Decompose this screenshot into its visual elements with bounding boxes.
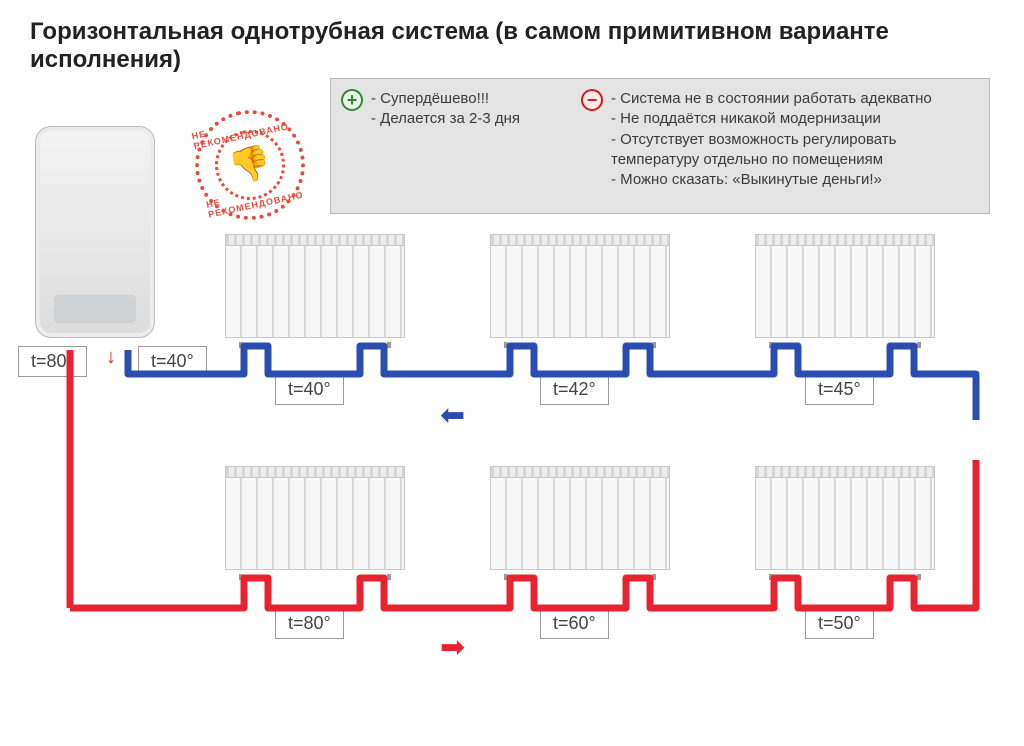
- minus-icon: −: [581, 89, 603, 111]
- radiator-top-2: [490, 234, 670, 342]
- pros-text: - Супердёшево!!! - Делается за 2-3 дня: [371, 89, 520, 203]
- page-title: Горизонтальная однотрубная система (в са…: [30, 18, 1024, 74]
- temp-top-2: t=42°: [540, 374, 609, 405]
- temp-boiler-out: t=80°: [18, 346, 87, 377]
- radiator-bot-3: [755, 466, 935, 574]
- radiator-bot-2: [490, 466, 670, 574]
- pros-column: + - Супердёшево!!! - Делается за 2-3 дня: [341, 89, 581, 203]
- temp-top-1: t=40°: [275, 374, 344, 405]
- flow-out-arrow-icon: ↓: [106, 346, 116, 369]
- cons-column: − - Система не в состоянии работать адек…: [581, 89, 975, 203]
- return-flow-arrow-icon: ⬅: [440, 398, 465, 433]
- supply-flow-arrow-icon: ➡: [440, 630, 465, 665]
- radiator-top-3: [755, 234, 935, 342]
- temp-top-3: t=45°: [805, 374, 874, 405]
- boiler-unit: [35, 126, 155, 338]
- cons-text: - Система не в состоянии работать адеква…: [611, 89, 932, 203]
- radiator-top-1: [225, 234, 405, 342]
- radiator-bot-1: [225, 466, 405, 574]
- temp-bot-1: t=80°: [275, 608, 344, 639]
- temp-boiler-in: t=40°: [138, 346, 207, 377]
- temp-bot-3: t=50°: [805, 608, 874, 639]
- flow-in-arrow-icon: ↑: [122, 346, 132, 369]
- pros-cons-box: + - Супердёшево!!! - Делается за 2-3 дня…: [330, 78, 990, 214]
- plus-icon: +: [341, 89, 363, 111]
- not-recommended-stamp: НЕ РЕКОМЕНДОВАНО 👎 НЕ РЕКОМЕНДОВАНО: [185, 100, 315, 230]
- temp-bot-2: t=60°: [540, 608, 609, 639]
